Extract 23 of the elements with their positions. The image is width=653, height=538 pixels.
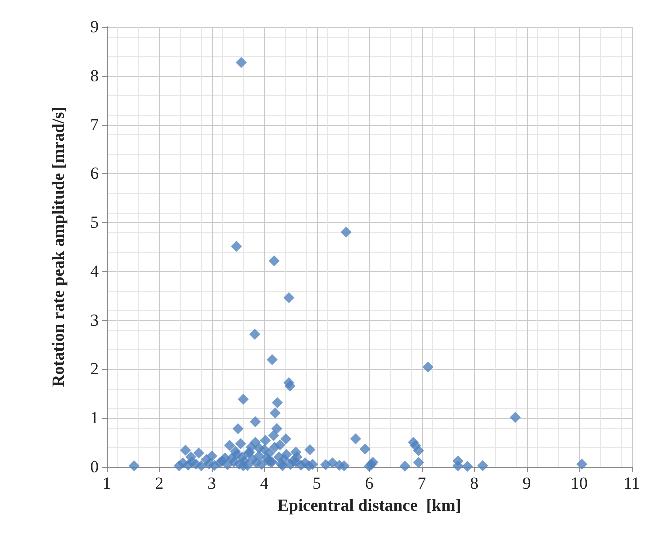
- x-tick-label: 3: [208, 474, 216, 493]
- x-tick-label: 1: [102, 474, 112, 493]
- x-tick-label: 2: [155, 474, 164, 493]
- y-tick-label: 7: [90, 115, 100, 134]
- x-tick-label: 7: [418, 474, 427, 493]
- y-tick-label: 6: [90, 164, 99, 184]
- x-axis-title: Epicentral distance [km]: [278, 496, 462, 515]
- x-tick-label: 8: [470, 474, 479, 493]
- y-tick-label: 4: [90, 262, 100, 281]
- y-tick-label: 0: [90, 458, 99, 476]
- y-tick-label: 8: [90, 66, 99, 86]
- x-tick-label: 6: [365, 474, 374, 493]
- x-tick-label: 9: [522, 474, 532, 493]
- x-tick-label: 10: [571, 474, 588, 493]
- y-tick-label: 1: [90, 408, 99, 428]
- y-tick-label: 3: [90, 310, 99, 330]
- y-tick-label: 5: [90, 213, 99, 232]
- x-tick-label: 5: [312, 474, 322, 493]
- x-tick-label: 11: [624, 474, 640, 493]
- y-tick-label: 9: [90, 18, 99, 36]
- y-tick-label: 2: [90, 360, 99, 379]
- x-tick-label: 4: [260, 474, 270, 493]
- y-axis-title: Rotation rate peak amplitude [mrad/s]: [49, 106, 68, 388]
